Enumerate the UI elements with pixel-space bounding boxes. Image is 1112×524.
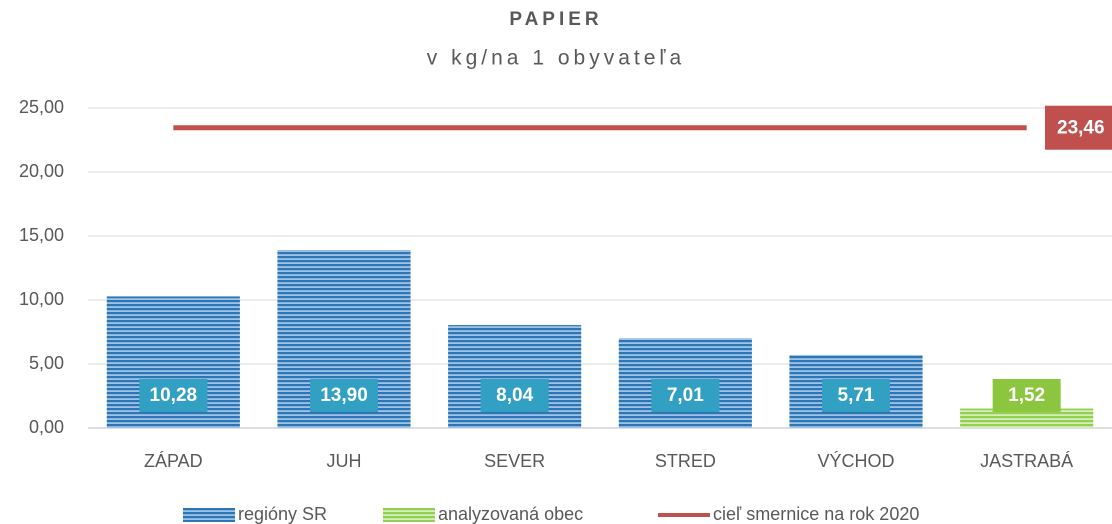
x-tick-label: ZÁPAD (144, 451, 203, 471)
x-tick-label: SEVER (484, 451, 545, 471)
y-tick-label: 15,00 (19, 225, 64, 245)
value-label: 23,46 (1057, 118, 1105, 139)
y-tick-label: 10,00 (19, 289, 64, 309)
value-label: 5,71 (838, 385, 875, 406)
x-tick-label: JASTRABÁ (980, 451, 1073, 471)
legend-label: cieľ smernice na rok 2020 (713, 504, 919, 524)
bar (960, 408, 1094, 428)
y-tick-label: 25,00 (19, 97, 64, 117)
x-tick-label: STRED (655, 451, 716, 471)
value-label: 8,04 (496, 385, 533, 406)
value-label-box (310, 379, 378, 412)
value-label-box (480, 379, 549, 412)
legend-swatch (383, 508, 435, 522)
value-label: 13,90 (320, 385, 368, 406)
legend-swatch (183, 508, 235, 522)
legend-label: analyzovaná obec (438, 504, 583, 524)
y-tick-label: 5,00 (29, 353, 64, 373)
y-tick-label: 20,00 (19, 161, 64, 181)
chart-subtitle: v kg/na 1 obyvateľa (427, 47, 685, 70)
y-tick-label: 0,00 (29, 417, 64, 437)
x-tick-label: VÝCHOD (817, 451, 894, 471)
value-label: 1,52 (1008, 385, 1045, 406)
value-label: 10,28 (150, 385, 198, 406)
value-label-box (139, 379, 208, 412)
bar (448, 325, 582, 428)
value-label-box (1045, 105, 1112, 150)
value-label-box (992, 379, 1061, 412)
value-label: 7,01 (667, 385, 704, 406)
chart-title: PAPIER (509, 9, 602, 30)
x-tick-label: JUH (327, 451, 362, 471)
value-label-box (822, 379, 890, 412)
legend-label: regióny SR (238, 504, 327, 524)
value-label-box (651, 379, 720, 412)
